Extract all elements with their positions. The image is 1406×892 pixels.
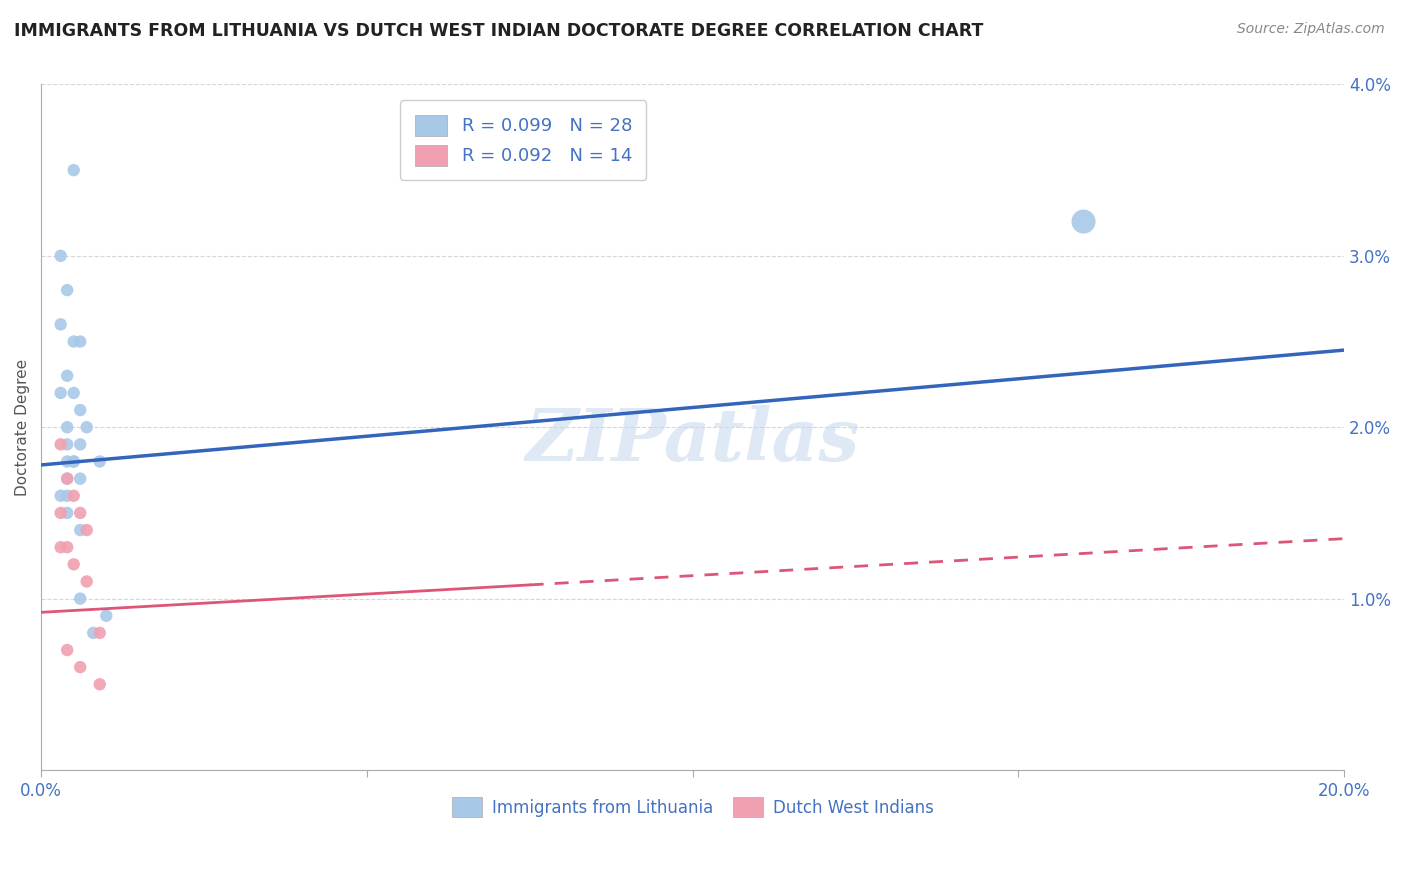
Point <box>56 454 79 468</box>
Point <box>69 660 91 674</box>
Point <box>56 643 79 657</box>
Point <box>76 574 98 589</box>
Point <box>49 437 72 451</box>
Point <box>69 472 91 486</box>
Text: Source: ZipAtlas.com: Source: ZipAtlas.com <box>1237 22 1385 37</box>
Point <box>49 540 72 554</box>
Point <box>56 506 79 520</box>
Point <box>62 386 84 401</box>
Point <box>49 318 72 332</box>
Point <box>69 403 91 417</box>
Point <box>56 283 79 297</box>
Point <box>49 249 72 263</box>
Point <box>62 454 84 468</box>
Point <box>89 454 111 468</box>
Point <box>56 540 79 554</box>
Point <box>49 506 72 520</box>
Point <box>56 437 79 451</box>
Point <box>76 523 98 537</box>
Point <box>69 591 91 606</box>
Point <box>49 489 72 503</box>
Point <box>49 386 72 401</box>
Point <box>69 506 91 520</box>
Point <box>69 437 91 451</box>
Point <box>56 420 79 434</box>
Point <box>96 608 118 623</box>
Point <box>76 420 98 434</box>
Point <box>62 489 84 503</box>
Point <box>62 558 84 572</box>
Point <box>56 472 79 486</box>
Point <box>56 472 79 486</box>
Point <box>1073 214 1095 228</box>
Text: IMMIGRANTS FROM LITHUANIA VS DUTCH WEST INDIAN DOCTORATE DEGREE CORRELATION CHAR: IMMIGRANTS FROM LITHUANIA VS DUTCH WEST … <box>14 22 983 40</box>
Point <box>62 334 84 349</box>
Legend: Immigrants from Lithuania, Dutch West Indians: Immigrants from Lithuania, Dutch West In… <box>444 791 941 823</box>
Point <box>69 523 91 537</box>
Point <box>62 163 84 178</box>
Point <box>89 626 111 640</box>
Point <box>56 489 79 503</box>
Y-axis label: Doctorate Degree: Doctorate Degree <box>15 359 30 496</box>
Text: ZIPatlas: ZIPatlas <box>526 406 859 476</box>
Point <box>56 368 79 383</box>
Point <box>62 454 84 468</box>
Point <box>82 626 104 640</box>
Point <box>69 334 91 349</box>
Point <box>89 677 111 691</box>
